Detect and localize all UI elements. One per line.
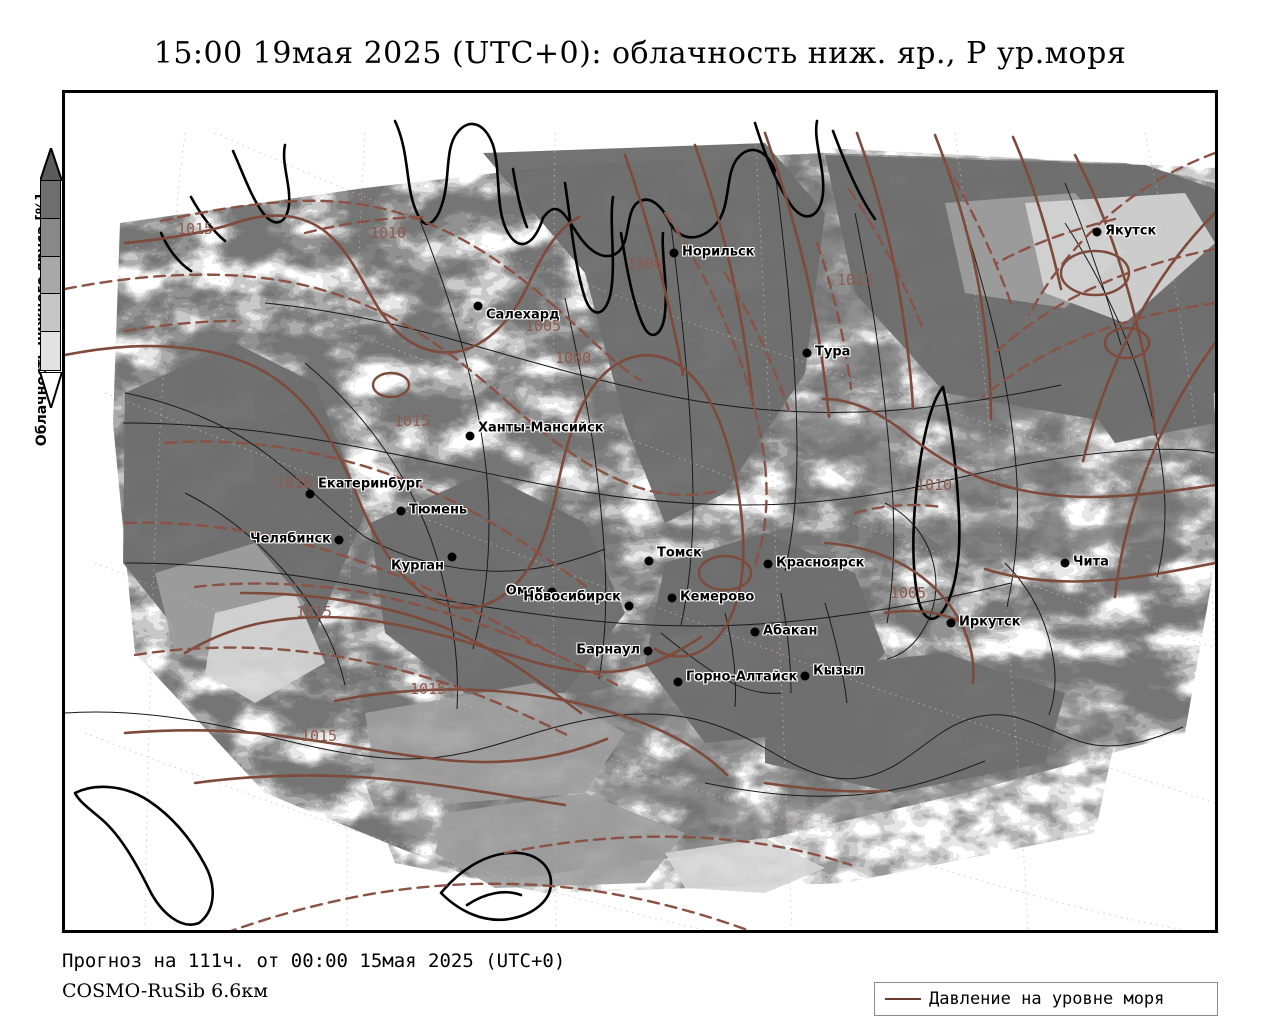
city-label: Красноярск xyxy=(776,555,865,571)
city-dot xyxy=(946,618,956,628)
city-dot xyxy=(305,489,315,499)
colorbar-band-30 xyxy=(41,294,60,333)
colorbar-band-90 xyxy=(41,181,60,219)
isobar-dashed-layer xyxy=(65,151,1215,930)
pressure-line-swatch-icon xyxy=(885,998,921,1000)
page-title: 15:00 19мая 2025 (UTC+0): облачность ниж… xyxy=(153,36,1127,71)
map-canvas xyxy=(65,93,1215,930)
city-dot xyxy=(673,677,683,687)
city-dot xyxy=(447,552,457,562)
city-label: Кемерово xyxy=(680,589,755,605)
city-label: Ханты-Мансийск xyxy=(478,420,604,436)
city-dot xyxy=(1092,227,1102,237)
city-label: Челябинск xyxy=(250,531,331,547)
model-info-line: COSMO-RuSib 6.6км xyxy=(62,980,268,1002)
graticule xyxy=(84,132,1215,930)
colorbar-band-70 xyxy=(41,218,60,257)
city-label: Томск xyxy=(657,545,702,561)
city-dot xyxy=(763,559,773,569)
city-label: Екатеринбург xyxy=(318,476,422,492)
city-label: Тура xyxy=(815,344,851,360)
colorbar-extend-top-icon xyxy=(40,148,62,181)
footer: Прогноз на 111ч. от 00:00 15мая 2025 (UT… xyxy=(62,946,565,1006)
city-label: Кызыл xyxy=(813,663,865,679)
city-dot xyxy=(547,587,557,597)
city-dot xyxy=(473,301,483,311)
isobar-closed-cells xyxy=(371,249,1151,592)
city-label: Чита xyxy=(1073,554,1109,570)
colorbar-legend: Облачность нижнего яруса [%] 90 70 50 30… xyxy=(8,140,84,560)
city-label: Якутск xyxy=(1105,223,1157,239)
city-dot xyxy=(1060,558,1070,568)
city-label: Норильск xyxy=(682,244,755,260)
weather-map[interactable]: Якутск Норильск Салехард Тура Ханты-Мансийск… xyxy=(62,90,1218,933)
city-dot xyxy=(396,506,406,516)
city-dot xyxy=(644,556,654,566)
city-label: Салехард xyxy=(486,307,560,323)
city-dot xyxy=(750,627,760,637)
pressure-legend: Давление на уровне моря xyxy=(874,982,1218,1016)
city-label: Тюмень xyxy=(409,502,468,518)
colorbar-bands xyxy=(40,180,61,371)
city-label: Барнаул xyxy=(576,642,640,658)
city-dot xyxy=(624,601,634,611)
city-dot xyxy=(643,646,653,656)
city-label: Горно-Алтайск xyxy=(686,669,798,685)
forecast-info-line: Прогноз на 111ч. от 00:00 15мая 2025 (UT… xyxy=(62,950,566,972)
city-label: Иркутск xyxy=(959,614,1021,630)
colorbar-band-50 xyxy=(41,256,60,295)
coastline-layer xyxy=(73,119,961,926)
city-label: Новосибирск xyxy=(523,589,621,605)
city-label: Абакан xyxy=(763,623,818,639)
city-dot xyxy=(669,248,679,258)
city-dot xyxy=(334,535,344,545)
city-dot xyxy=(465,431,475,441)
isobar-solid-layer xyxy=(65,131,1215,807)
colorbar-band-10 xyxy=(41,332,60,370)
city-dot xyxy=(800,671,810,681)
pressure-legend-label: Давление на уровне моря xyxy=(929,989,1165,1009)
city-label: Омск xyxy=(505,583,544,599)
city-dot xyxy=(667,593,677,603)
city-dot xyxy=(802,348,812,358)
city-label: Курган xyxy=(391,558,444,574)
